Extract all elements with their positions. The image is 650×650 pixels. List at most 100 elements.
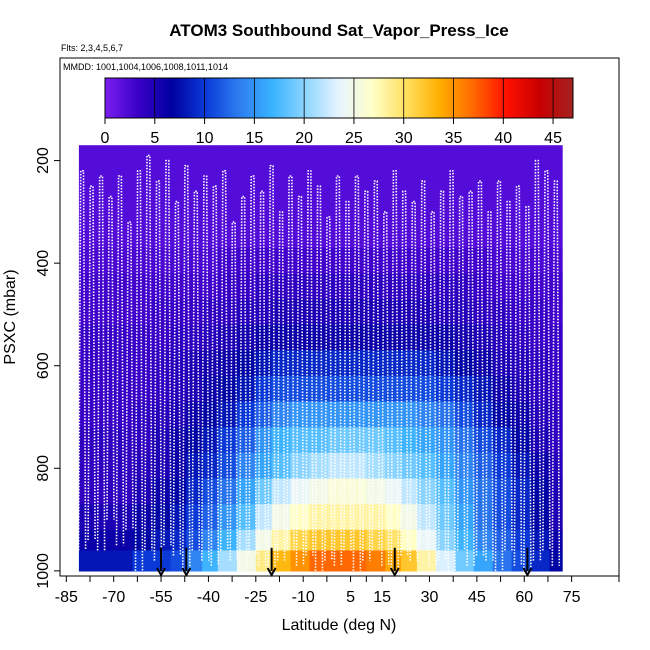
heatmap-cell	[255, 427, 273, 454]
heatmap-cell	[290, 170, 310, 197]
heatmap-cell	[435, 222, 456, 249]
flight-profile	[523, 205, 532, 571]
colorbar	[104, 77, 574, 119]
heatmap-cell	[416, 350, 437, 377]
heatmap-cell	[366, 170, 386, 197]
heatmap-cell	[151, 478, 172, 505]
heatmap-cell	[416, 478, 437, 505]
heatmap-cell	[78, 273, 134, 300]
heatmap-cell	[309, 401, 329, 428]
heatmap-cell	[454, 504, 475, 531]
heatmap-cell	[347, 273, 367, 300]
heatmap-cell	[416, 145, 437, 172]
heatmap-cell	[347, 247, 367, 274]
heatmap-cell	[290, 196, 310, 223]
heatmap-cell	[454, 324, 475, 351]
heatmap-cell	[530, 145, 551, 172]
heatmap-cell	[309, 452, 329, 480]
heatmap-cell	[347, 376, 367, 403]
x-tick-label: -40	[197, 589, 220, 606]
heatmap-cell	[132, 273, 153, 300]
heatmap-cell	[454, 196, 475, 223]
flight-profile	[324, 216, 333, 561]
heatmap-cell	[309, 196, 329, 223]
heatmap-cell	[186, 350, 203, 377]
flight-profile	[238, 195, 248, 571]
heatmap-cell	[530, 550, 551, 572]
heatmap-cell	[202, 247, 219, 274]
heatmap-cell	[255, 478, 273, 505]
heatmap-cell	[347, 299, 367, 326]
heatmap-cell	[170, 427, 187, 454]
heatmap-cell	[202, 376, 219, 403]
heatmap-cell	[290, 529, 310, 551]
heatmap-cell	[473, 504, 494, 531]
heatmap-cell	[328, 273, 348, 300]
heatmap-cell	[78, 145, 134, 172]
flight-profile	[409, 200, 418, 561]
heatmap-cell	[492, 170, 513, 197]
heatmap-cell	[385, 324, 402, 351]
heatmap-cell	[511, 222, 532, 249]
colorbar-tick-label: 40	[494, 130, 512, 147]
heatmap-cell	[271, 247, 292, 274]
heatmap-cell	[347, 550, 367, 572]
heatmap-cell	[78, 324, 134, 351]
x-tick-label: -85	[55, 589, 78, 606]
heatmap-cell	[186, 427, 203, 454]
heatmap-cell	[271, 376, 292, 403]
heatmap-cell	[236, 196, 257, 223]
heatmap-cell	[290, 401, 310, 428]
flight-profile	[172, 200, 182, 556]
heatmap-cell	[271, 222, 292, 249]
heatmap-cell	[132, 452, 153, 480]
heatmap-cell	[401, 350, 418, 377]
heatmap-cell	[366, 504, 386, 531]
flight-profile	[163, 159, 172, 546]
heatmap-cell	[492, 529, 513, 551]
heatmap-cell	[202, 273, 219, 300]
heatmap-cell	[309, 478, 329, 505]
heatmap-cell	[170, 504, 187, 531]
heatmap-cell	[309, 222, 329, 249]
y-tick-label: 600	[35, 352, 52, 379]
heatmap-cell	[416, 222, 437, 249]
heatmap-cell	[151, 170, 172, 197]
heatmap-cell	[78, 376, 134, 403]
heatmap-cell	[435, 376, 456, 403]
heatmap-cell	[290, 350, 310, 377]
heatmap-cell	[492, 504, 513, 531]
heatmap-cell	[435, 504, 456, 531]
y-tick-label: 200	[35, 147, 52, 174]
flight-profile	[428, 211, 437, 566]
heatmap-cell	[290, 452, 310, 480]
heatmap-cell	[549, 529, 563, 551]
y-axis-label: PSXC (mbar)	[2, 269, 19, 364]
heatmap-cell	[255, 376, 273, 403]
colorbar-ticks: 0 5 10 15 20 25 30 35 40 45	[101, 78, 562, 147]
heatmap-cell	[549, 350, 563, 377]
heatmap-cell	[473, 324, 494, 351]
heatmap-cell	[202, 452, 219, 480]
heatmap-cell	[309, 247, 329, 274]
heatmap-cell	[217, 273, 238, 300]
heatmap-cell	[217, 550, 238, 572]
flight-profile	[276, 211, 286, 561]
flight-profile	[466, 190, 475, 566]
heatmap-cell	[366, 478, 386, 505]
heatmap-cell	[78, 478, 134, 505]
heatmap-cell	[549, 299, 563, 326]
heatmap-cell	[435, 550, 456, 572]
colorbar-tick-label: 25	[345, 130, 363, 147]
heatmap-cell	[401, 504, 418, 531]
heatmap-cell	[549, 145, 563, 172]
heatmap-cell	[401, 376, 418, 403]
heatmap-cell	[549, 478, 563, 505]
heatmap-cell	[271, 550, 292, 572]
arrow-head	[266, 567, 277, 577]
heatmap-cell	[416, 376, 437, 403]
y-tick-label: 1000	[35, 553, 52, 589]
flight-profile	[257, 190, 267, 566]
heatmap-cell	[366, 401, 386, 428]
heatmap-cell	[366, 145, 386, 172]
